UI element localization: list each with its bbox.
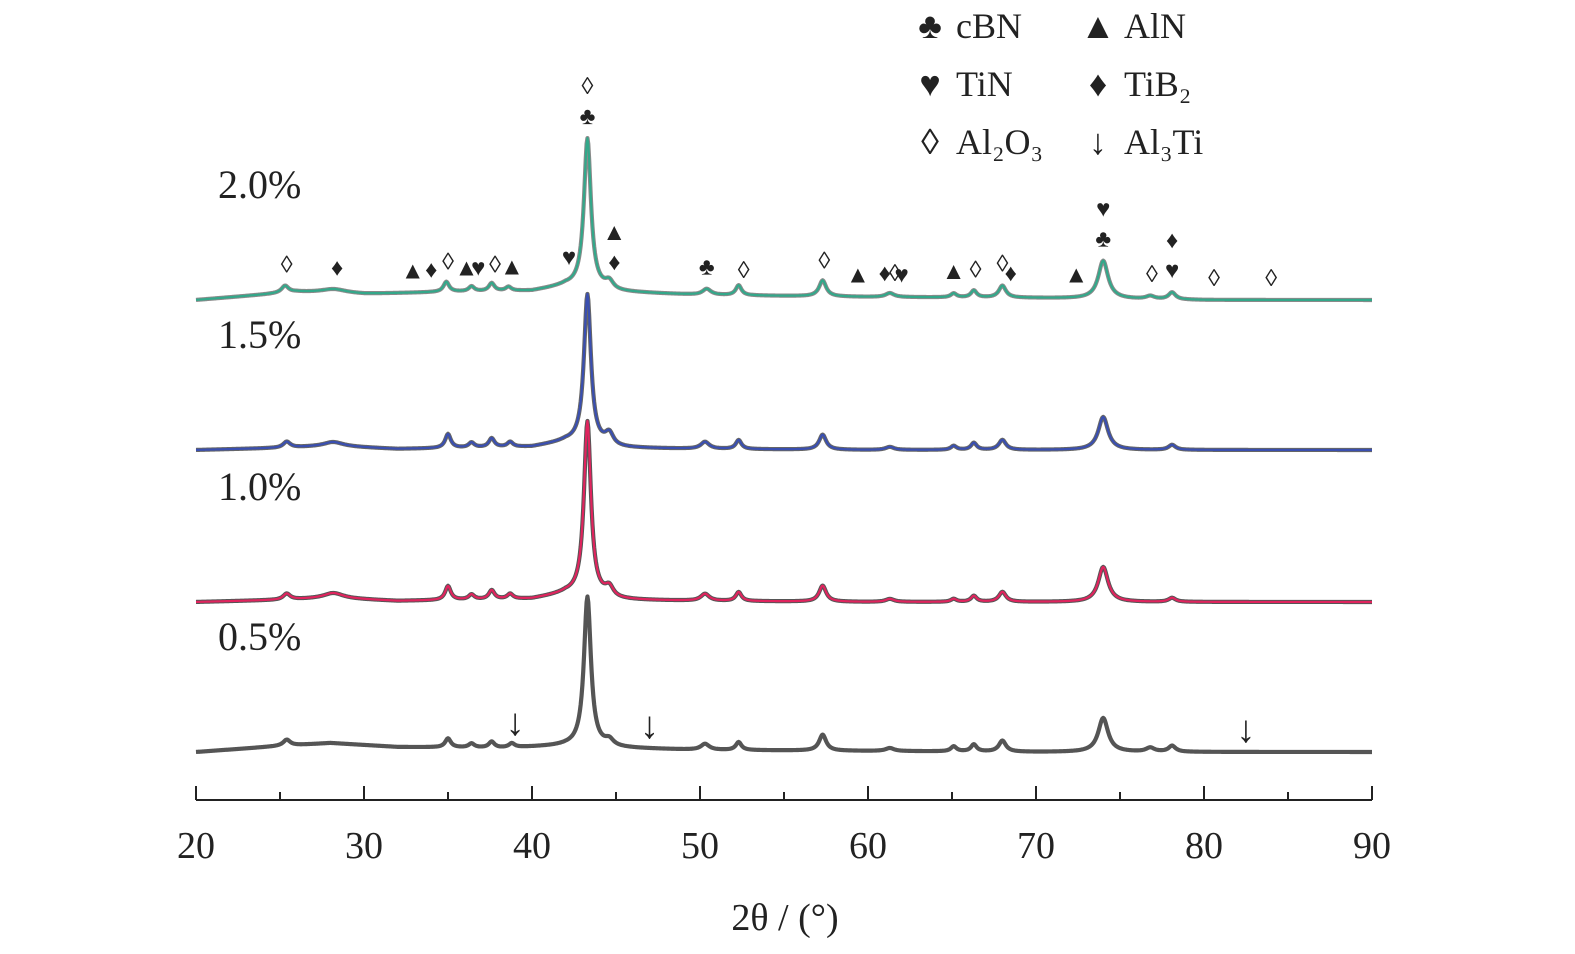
phase-marker: ◊ — [442, 250, 454, 276]
phase-marker: ♥ — [471, 256, 485, 282]
x-tick-label: 80 — [1185, 825, 1223, 867]
phase-marker: ◊ — [818, 249, 830, 275]
legend-symbol: ▲ — [1080, 6, 1116, 46]
phase-marker: ◊ — [1208, 266, 1220, 292]
phase-markers: ◊ ♦ ▲ ♦ ◊ ▲♥ ◊▲ ♥♣◊♦▲♣ ◊ ◊▲ ♦◊♥ ▲ ◊ ◊♦ ▲♣♥◊ ♥♦◊ ◊↓ ↓ ↓ — [281, 74, 1277, 751]
series-line — [195, 137, 1373, 302]
x-axis: 20 30 40 50 60 70 80 90 — [177, 786, 1391, 867]
legend-symbol: ◊ — [921, 122, 939, 162]
phase-marker: ♦ — [879, 261, 891, 287]
phase-marker: ▲ — [455, 256, 479, 282]
phase-marker: ♦ — [425, 258, 437, 284]
x-tick-label: 90 — [1353, 825, 1391, 867]
phase-marker: ♥ — [1096, 197, 1110, 223]
phase-marker: ◊ — [489, 253, 501, 279]
series-label: 1.0% — [218, 464, 301, 509]
x-tick-label: 60 — [849, 825, 887, 867]
phase-marker: ◊ — [1265, 266, 1277, 292]
series-line-shadow — [194, 291, 1374, 453]
x-axis-title: 2θ / (°) — [731, 897, 838, 939]
phase-marker: ▲ — [1064, 263, 1088, 289]
series-line — [195, 419, 1373, 604]
phase-marker: ▲ — [846, 262, 870, 288]
phase-marker: ♦ — [1166, 228, 1178, 254]
legend: ♣ cBN ▲ AlN ♥ TiN ♦ TiB₂ ◊ Al₂O₃ ↓ Al₃Ti — [918, 6, 1203, 162]
phase-marker: ↓ — [506, 702, 525, 744]
series-label: 2.0% — [218, 162, 301, 207]
phase-marker: ♥ — [1165, 258, 1179, 284]
phase-marker: ♥ — [894, 262, 908, 288]
phase-marker: ♦ — [1005, 261, 1017, 287]
series-line-shadow — [194, 136, 1374, 303]
phase-marker: ▲ — [942, 259, 966, 285]
phase-marker: ▲ — [500, 254, 524, 280]
legend-symbol: ♥ — [919, 64, 940, 104]
x-tick-label: 70 — [1017, 825, 1055, 867]
series-line — [195, 292, 1373, 452]
x-tick-label: 30 — [345, 825, 383, 867]
legend-label: Al₃Ti — [1124, 122, 1203, 162]
phase-marker: ↓ — [1237, 709, 1256, 751]
phase-marker: ▲ — [401, 258, 425, 284]
phase-marker: ♣ — [580, 104, 596, 130]
legend-label: TiB₂ — [1124, 64, 1191, 104]
series-line — [195, 595, 1373, 754]
phase-marker: ◊ — [738, 258, 750, 284]
phase-marker: ◊ — [1146, 262, 1158, 288]
series-label: 0.5% — [218, 614, 301, 659]
legend-label: AlN — [1124, 6, 1186, 46]
phase-marker: ↓ — [640, 705, 659, 747]
phase-marker: ♣ — [699, 255, 715, 281]
legend-symbol: ♦ — [1089, 64, 1107, 104]
legend-label: Al₂O₃ — [956, 122, 1043, 162]
series-group: 0.5% — [194, 594, 1374, 755]
phase-marker: ♣ — [1095, 227, 1111, 253]
legend-label: cBN — [956, 6, 1022, 46]
series-label: 1.5% — [218, 312, 301, 357]
series-group: 1.5% — [194, 291, 1374, 453]
series-group: 1.0% — [194, 418, 1374, 605]
phase-marker: ♦ — [331, 255, 343, 281]
phase-marker: ◊ — [970, 258, 982, 284]
series-line-shadow — [194, 594, 1374, 755]
x-tick-label: 40 — [513, 825, 551, 867]
series-group: 2.0% — [194, 136, 1374, 303]
phase-marker: ◊ — [889, 261, 901, 287]
x-tick-label: 50 — [681, 825, 719, 867]
legend-symbol: ♣ — [918, 6, 942, 46]
phase-marker: ▲ — [602, 220, 626, 246]
phase-marker: ♥ — [562, 245, 576, 271]
phase-marker: ◊ — [281, 252, 293, 278]
phase-marker: ◊ — [582, 74, 594, 100]
phase-marker: ◊ — [996, 252, 1008, 278]
phase-marker: ♦ — [608, 250, 620, 276]
legend-label: TiN — [956, 64, 1013, 104]
legend-symbol: ↓ — [1089, 122, 1107, 162]
series-layer: 2.0% 1.5% 1.0% 0.5% — [194, 136, 1374, 755]
x-tick-label: 20 — [177, 825, 215, 867]
